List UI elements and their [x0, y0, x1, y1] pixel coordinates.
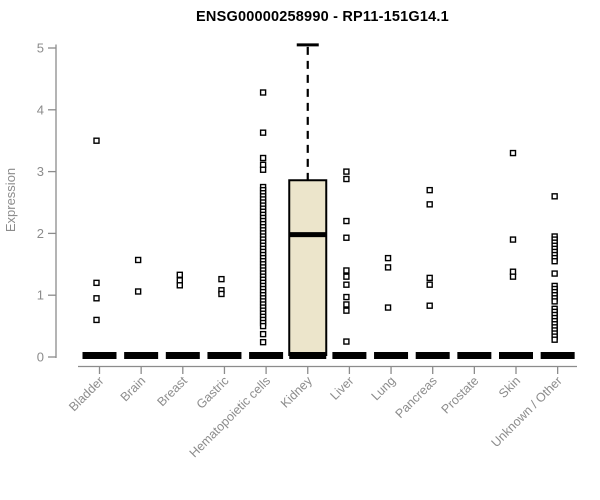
median-line	[289, 232, 327, 238]
data-point	[93, 279, 100, 287]
data-point	[259, 154, 267, 162]
x-tick-label: Gastric	[194, 374, 232, 412]
data-point	[343, 293, 350, 301]
data-point	[384, 264, 392, 271]
collapsed-box-zero-bar	[82, 352, 117, 359]
x-tick-label: Brain	[118, 374, 149, 405]
y-tick-label: 2	[37, 226, 44, 241]
data-point	[259, 330, 267, 338]
data-point	[93, 137, 100, 144]
x-tick-label: Bladder	[66, 374, 106, 414]
y-axis-title: Expression	[3, 168, 18, 232]
collapsed-box-zero-bar	[457, 352, 492, 359]
data-point	[134, 256, 142, 264]
data-point	[384, 304, 392, 311]
collapsed-box-zero-bar	[374, 352, 409, 359]
x-tick-label: Skin	[496, 374, 523, 401]
collapsed-box-zero-bar	[165, 352, 200, 359]
collapsed-box-zero-bar	[124, 352, 159, 359]
data-point	[426, 186, 433, 194]
data-point	[259, 322, 267, 330]
data-point	[343, 234, 350, 241]
data-point	[426, 274, 433, 282]
data-point	[551, 270, 558, 277]
data-point	[426, 302, 433, 309]
data-point	[343, 338, 350, 345]
box-zero-bar	[289, 352, 327, 359]
data-point	[426, 281, 433, 288]
x-tick-label: Breast	[154, 373, 190, 409]
data-point	[259, 338, 267, 346]
data-point	[343, 267, 350, 274]
data-point	[551, 298, 558, 305]
data-point	[343, 168, 350, 175]
data-point	[343, 273, 350, 280]
y-tick-label: 3	[37, 164, 44, 179]
data-point	[551, 193, 558, 200]
x-tick-label: Unknown / Other	[489, 374, 565, 450]
collapsed-box-zero-bar	[207, 352, 242, 359]
data-point	[259, 166, 267, 173]
collapsed-box-zero-bar	[332, 352, 367, 359]
collapsed-box-zero-bar	[499, 352, 533, 359]
data-point	[218, 290, 225, 298]
collapsed-box-zero-bar	[415, 352, 450, 359]
box-body	[288, 179, 328, 356]
data-point	[551, 336, 558, 343]
x-tick-label: Pancreas	[393, 374, 440, 421]
data-point	[384, 254, 392, 262]
y-tick-label: 4	[37, 102, 44, 117]
x-tick-label: Prostate	[439, 374, 482, 417]
y-tick-label: 1	[37, 288, 44, 303]
data-point	[259, 129, 267, 136]
chart-title: ENSG00000258990 - RP11-151G14.1	[196, 9, 449, 25]
y-tick-label: 5	[37, 41, 44, 56]
x-tick-label: Lung	[369, 374, 399, 404]
data-point	[343, 301, 350, 308]
x-tick-label: Hematopoietic cells	[187, 374, 274, 461]
data-point	[343, 217, 350, 225]
data-point	[259, 89, 267, 96]
data-point	[176, 271, 184, 279]
data-point	[509, 273, 517, 280]
collapsed-box-zero-bar	[540, 352, 575, 359]
collapsed-box-zero-bar	[249, 352, 284, 359]
data-point	[343, 175, 350, 183]
data-point	[343, 281, 350, 288]
data-point	[426, 201, 433, 208]
data-point	[134, 288, 142, 295]
y-tick-label: 0	[37, 350, 44, 365]
data-point	[343, 307, 350, 314]
data-point	[176, 282, 184, 289]
data-point	[551, 258, 558, 265]
data-point	[509, 236, 517, 243]
x-tick-label: Liver	[327, 374, 356, 403]
data-point	[509, 149, 517, 157]
x-tick-label: Kidney	[278, 373, 315, 410]
data-point	[218, 275, 225, 283]
data-point	[93, 295, 100, 302]
data-point	[93, 316, 100, 324]
